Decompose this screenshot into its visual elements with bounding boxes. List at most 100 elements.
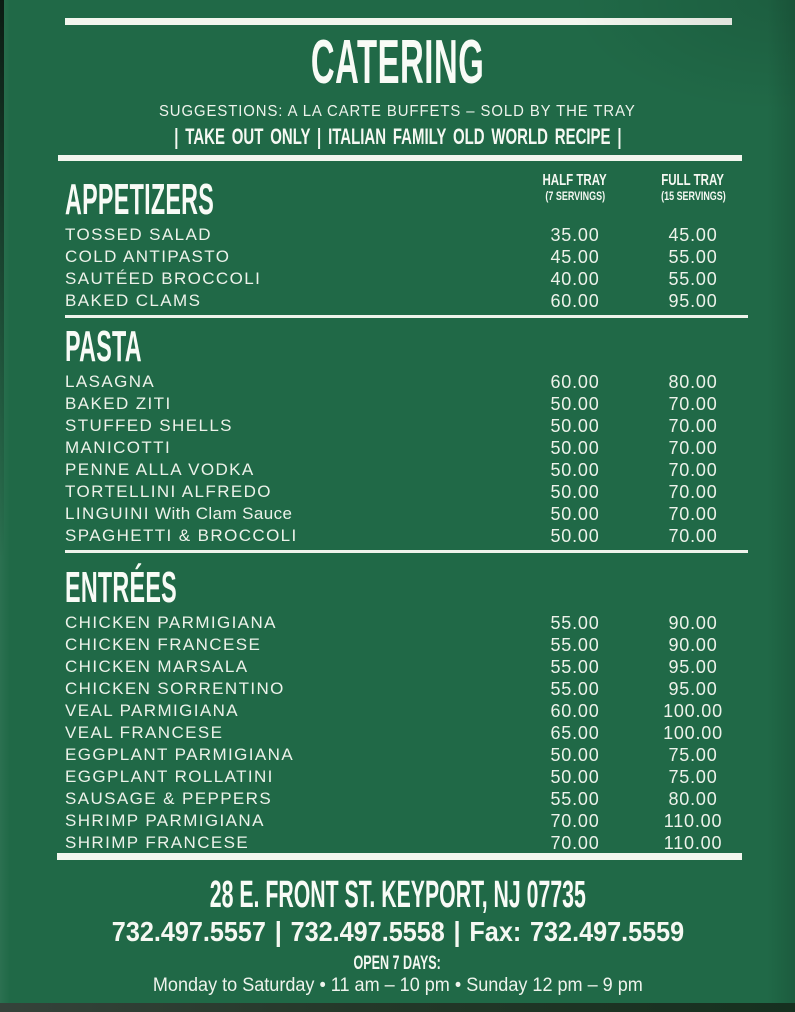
item-name: CHICKEN FRANCESE <box>65 635 262 654</box>
menu-item-row: SAUTÉED BROCCOLI 40.00 55.00 <box>65 268 748 290</box>
menu-item-row: SHRIMP FRANCESE 70.00 110.00 <box>65 832 748 854</box>
column-header-half-tray: HALF TRAY (7 SERVINGS) <box>520 172 630 205</box>
item-name: VEAL FRANCESE <box>65 723 224 742</box>
menu-item-row: TOSSED SALAD 35.00 45.00 <box>65 224 748 246</box>
item-name: MANICOTTI <box>65 438 172 457</box>
divider-section <box>65 315 748 318</box>
price-half-tray: 45.00 <box>550 246 600 267</box>
menu-item-row: PENNE ALLA VODKA 50.00 70.00 <box>65 459 748 481</box>
price-half-tray: 50.00 <box>550 766 600 787</box>
price-half-tray: 50.00 <box>550 481 600 502</box>
menu-item-row: SAUSAGE & PEPPERS 55.00 80.00 <box>65 788 748 810</box>
menu-item-row: STUFFED SHELLS 50.00 70.00 <box>65 415 748 437</box>
price-half-tray: 55.00 <box>550 612 600 633</box>
item-name: CHICKEN PARMIGIANA <box>65 613 277 632</box>
price-half-tray: 55.00 <box>550 678 600 699</box>
price-full-tray: 90.00 <box>668 634 718 655</box>
half-tray-servings: (7 SERVINGS) <box>545 191 605 204</box>
menu-footer: 28 E. FRONT ST. KEYPORT, NJ 07735 732.49… <box>0 861 795 997</box>
price-full-tray: 80.00 <box>668 371 718 392</box>
item-name: LINGUINI With Clam Sauce <box>65 504 293 523</box>
price-half-tray: 50.00 <box>550 744 600 765</box>
item-name: CHICKEN SORRENTINO <box>65 679 285 698</box>
price-half-tray: 50.00 <box>550 415 600 436</box>
price-half-tray: 70.00 <box>550 832 600 853</box>
divider-footer <box>57 853 742 860</box>
price-full-tray: 80.00 <box>668 788 718 809</box>
price-full-tray: 110.00 <box>663 832 723 853</box>
price-full-tray: 75.00 <box>668 744 718 765</box>
item-name: SHRIMP FRANCESE <box>65 833 250 852</box>
price-half-tray: 50.00 <box>550 503 600 524</box>
price-full-tray: 55.00 <box>668 268 718 289</box>
item-name: SAUSAGE & PEPPERS <box>65 789 273 808</box>
price-half-tray: 65.00 <box>550 722 600 743</box>
item-note: With Clam Sauce <box>149 504 293 523</box>
price-half-tray: 55.00 <box>550 634 600 655</box>
menu-section: PASTA LASAGNA 60.00 80.00 BAKED ZITI 50.… <box>65 321 748 556</box>
menu-subtitle: SUGGESTIONS: A LA CARTE BUFFETS – SOLD B… <box>159 103 636 120</box>
price-half-tray: 50.00 <box>550 393 600 414</box>
menu-item-row: MANICOTTI 50.00 70.00 <box>65 437 748 459</box>
price-full-tray: 70.00 <box>668 437 718 458</box>
footer-address: 28 E. FRONT ST. KEYPORT, NJ 07735 <box>209 874 586 916</box>
section-rows: TOSSED SALAD 35.00 45.00 COLD ANTIPASTO … <box>65 224 748 312</box>
item-name: SPAGHETTI & BROCCOLI <box>65 526 298 545</box>
menu-item-row: LASAGNA 60.00 80.00 <box>65 371 748 393</box>
price-full-tray: 90.00 <box>668 612 718 633</box>
price-full-tray: 100.00 <box>663 700 723 721</box>
price-full-tray: 55.00 <box>668 246 718 267</box>
price-half-tray: 35.00 <box>550 224 600 245</box>
price-half-tray: 60.00 <box>550 290 600 311</box>
item-name: BAKED CLAMS <box>65 291 202 310</box>
item-name: BAKED ZITI <box>65 394 172 413</box>
menu-item-row: CHICKEN MARSALA 55.00 95.00 <box>65 656 748 678</box>
divider-top <box>65 18 732 25</box>
price-full-tray: 95.00 <box>668 678 718 699</box>
item-name: TORTELLINI ALFREDO <box>65 482 272 501</box>
price-full-tray: 95.00 <box>668 290 718 311</box>
item-name: SAUTÉED BROCCOLI <box>65 269 262 288</box>
scan-edge-bottom <box>0 1003 795 1012</box>
footer-phones: 732.497.5557 | 732.497.5558 | Fax: 732.4… <box>111 916 684 947</box>
menu-item-row: COLD ANTIPASTO 45.00 55.00 <box>65 246 748 268</box>
menu-item-row: VEAL PARMIGIANA 60.00 100.00 <box>65 700 748 722</box>
scan-edge-left <box>0 0 4 560</box>
menu-item-row: VEAL FRANCESE 65.00 100.00 <box>65 722 748 744</box>
section-heading: PASTA <box>65 322 142 371</box>
price-half-tray: 55.00 <box>550 788 600 809</box>
menu-item-row: EGGPLANT ROLLATINI 50.00 75.00 <box>65 766 748 788</box>
price-full-tray: 100.00 <box>663 722 723 743</box>
section-rows: LASAGNA 60.00 80.00 BAKED ZITI 50.00 70.… <box>65 371 748 547</box>
item-name: STUFFED SHELLS <box>65 416 233 435</box>
price-full-tray: 70.00 <box>668 393 718 414</box>
divider-header <box>58 155 742 161</box>
price-full-tray: 70.00 <box>668 503 718 524</box>
menu-item-row: SPAGHETTI & BROCCOLI 50.00 70.00 <box>65 525 748 547</box>
item-name: CHICKEN MARSALA <box>65 657 249 676</box>
price-full-tray: 95.00 <box>668 656 718 677</box>
item-name: VEAL PARMIGIANA <box>65 701 240 720</box>
price-half-tray: 60.00 <box>550 371 600 392</box>
section-heading: APPETIZERS <box>65 175 215 224</box>
menu-item-row: BAKED CLAMS 60.00 95.00 <box>65 290 748 312</box>
full-tray-label: FULL TRAY <box>661 172 725 189</box>
menu-tagline: | TAKE OUT ONLY | ITALIAN FAMILY OLD WOR… <box>173 124 622 149</box>
divider-section <box>65 550 748 553</box>
item-name: SHRIMP PARMIGIANA <box>65 811 265 830</box>
item-name: LASAGNA <box>65 372 156 391</box>
menu-item-row: CHICKEN FRANCESE 55.00 90.00 <box>65 634 748 656</box>
item-name: COLD ANTIPASTO <box>65 247 231 266</box>
price-full-tray: 110.00 <box>663 810 723 831</box>
menu-section: ENTRÉES CHICKEN PARMIGIANA 55.00 90.00 C… <box>65 556 748 854</box>
full-tray-servings: (15 SERVINGS) <box>660 191 726 204</box>
footer-hours: Monday to Saturday • 11 am – 10 pm • Sun… <box>152 975 643 996</box>
price-full-tray: 70.00 <box>668 525 718 546</box>
menu-item-row: EGGPLANT PARMIGIANA 50.00 75.00 <box>65 744 748 766</box>
price-half-tray: 40.00 <box>550 268 600 289</box>
price-half-tray: 55.00 <box>550 656 600 677</box>
price-half-tray: 50.00 <box>550 437 600 458</box>
section-heading: ENTRÉES <box>65 563 178 612</box>
menu-item-row: LINGUINI With Clam Sauce 50.00 70.00 <box>65 503 748 525</box>
